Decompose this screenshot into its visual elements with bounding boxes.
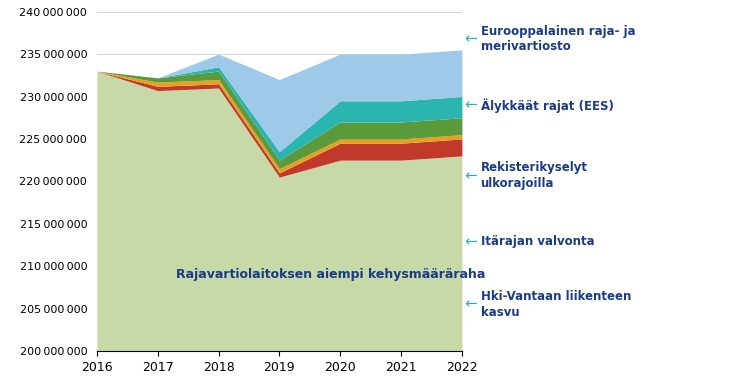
Text: ←: ← xyxy=(464,168,477,183)
Text: ←: ← xyxy=(464,98,477,113)
Text: Itärajan valvonta: Itärajan valvonta xyxy=(481,235,595,248)
Text: ←: ← xyxy=(464,234,477,249)
Text: Rajavartiolaitoksen aiempi kehysmääräraha: Rajavartiolaitoksen aiempi kehysmäärärah… xyxy=(176,268,485,281)
Text: Eurooppalainen raja- ja
merivartiosto: Eurooppalainen raja- ja merivartiosto xyxy=(481,25,635,53)
Text: ←: ← xyxy=(464,32,477,46)
Text: Älykkäät rajat (EES): Älykkäät rajat (EES) xyxy=(481,98,613,113)
Text: Rekisterikyselyt
ulkorajoilla: Rekisterikyselyt ulkorajoilla xyxy=(481,161,588,190)
Text: ←: ← xyxy=(464,297,477,312)
Text: Hki-Vantaan liikenteen
kasvu: Hki-Vantaan liikenteen kasvu xyxy=(481,290,631,319)
